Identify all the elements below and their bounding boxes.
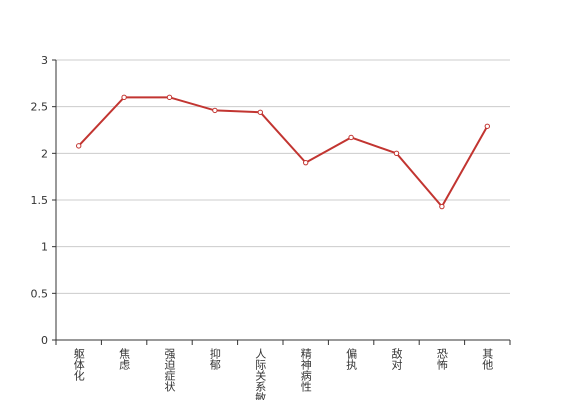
x-tick-label: 其他 — [481, 348, 494, 370]
x-tick-label: 焦虑 — [118, 348, 131, 370]
point — [484, 123, 490, 129]
x-tick-label: 抑郁 — [208, 347, 221, 370]
point — [393, 150, 400, 157]
point — [212, 107, 218, 114]
point — [166, 94, 173, 101]
y-tick-label: 2 — [41, 147, 48, 160]
y-tick-label: 2.5 — [31, 101, 49, 114]
point — [348, 134, 354, 141]
point — [257, 109, 263, 115]
x-tick-label: 精神病性 — [299, 348, 312, 393]
x-tick-label: 恐怖 — [435, 348, 448, 370]
x-tick-label: 人际关系敏感 — [254, 348, 267, 400]
y-tick-label: 1 — [41, 241, 48, 254]
x-tick-label: 躯体化 — [72, 348, 85, 382]
point — [303, 159, 309, 166]
x-tick-label: 强迫症状 — [163, 348, 176, 392]
point — [76, 143, 82, 149]
point — [121, 94, 127, 101]
y-tick-label: 1.5 — [31, 194, 49, 207]
point — [439, 203, 445, 210]
line — [77, 96, 489, 209]
y-tick-label: 3 — [41, 54, 48, 67]
y-tick-label: 0 — [41, 334, 48, 347]
x-tick-label: 偏执 — [345, 347, 358, 371]
x-tick-label: 敌对 — [390, 347, 403, 370]
y-tick-label: 0.5 — [31, 287, 49, 300]
